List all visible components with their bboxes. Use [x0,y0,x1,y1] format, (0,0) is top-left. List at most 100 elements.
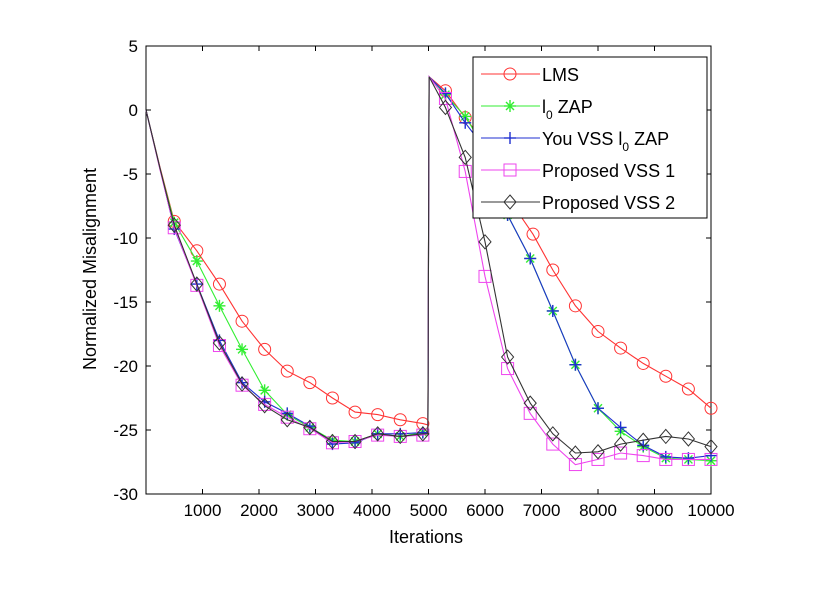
data-point [257,397,272,414]
x-tick-label: 8000 [579,501,617,520]
data-point [213,299,226,312]
data-point [526,227,540,241]
data-point [303,419,317,436]
data-point [190,255,203,268]
x-tick-label: 4000 [353,501,391,520]
data-point [478,234,492,250]
data-point [569,358,582,371]
data-point [212,339,226,353]
data-point [681,382,695,396]
legend-label: LMS [542,65,579,85]
y-tick-label: -10 [113,229,138,248]
data-point [416,426,430,442]
legend-entry: l0 ZAP [481,97,593,122]
data-point [325,391,339,405]
data-point [592,402,604,415]
data-point [348,405,362,419]
legend-label: l0 ZAP [542,97,593,122]
data-point [568,299,582,313]
data-point [212,335,227,351]
data-point [524,252,537,265]
data-point [370,426,385,442]
y-tick-label: -25 [113,421,138,440]
legend-label: Proposed VSS 2 [542,193,675,213]
data-point [459,116,472,129]
data-point [303,376,317,390]
y-tick-label: -20 [113,357,138,376]
data-point [280,410,294,424]
data-point [704,438,718,455]
x-tick-label: 2000 [240,501,278,520]
data-point [500,349,515,365]
data-point [349,436,362,449]
y-tick-label: 0 [129,101,138,120]
legend-label: You VSS l0 ZAP [542,129,669,154]
data-point [393,428,407,445]
data-point [503,67,517,81]
data-point [546,426,560,442]
data-point [681,431,696,447]
data-point [458,149,472,166]
data-point [212,277,226,291]
data-point [478,269,492,283]
legend-label: Proposed VSS 1 [542,161,675,181]
data-point [503,163,517,177]
y-axis-label: Normalized Misalignment [80,168,100,370]
data-point [591,452,605,466]
data-point [438,91,452,105]
data-point [190,276,204,292]
x-axis-label: Iterations [389,527,463,547]
data-point [393,413,407,427]
series-line [145,76,712,454]
y-tick-label: 5 [129,37,138,56]
legend-entry: You VSS l0 ZAP [481,129,669,154]
y-tick-label: -15 [113,293,138,312]
data-point [704,401,718,415]
data-point [235,376,249,392]
data-point [546,263,560,277]
data-point [236,376,249,389]
data-point [167,221,181,235]
x-tick-label: 7000 [523,501,561,520]
data-point [682,452,695,465]
data-point [280,364,294,378]
legend-entry: Proposed VSS 1 [481,161,675,181]
data-point [504,100,516,112]
data-point [546,304,559,317]
data-point [659,452,673,466]
data-point [504,132,516,144]
series-4 [145,76,718,461]
data-point [681,452,695,466]
data-point [167,217,181,233]
data-point [258,342,272,356]
y-tick-label: -5 [123,165,138,184]
x-tick-label: 1000 [184,501,222,520]
data-point [659,369,673,383]
legend-entry: LMS [481,65,579,85]
data-point [523,395,537,411]
data-point [416,426,429,439]
data-point [636,356,650,370]
data-point [614,341,628,355]
data-point [546,437,560,451]
data-point [258,384,271,397]
x-tick-label: 3000 [297,501,335,520]
data-point [614,421,627,434]
data-point [325,433,340,450]
data-point [348,433,362,450]
data-point [659,428,673,445]
data-point [458,164,472,178]
y-tick-label: -30 [113,485,138,504]
x-tick-label: 10000 [687,501,734,520]
data-point [591,443,605,460]
x-tick-label: 9000 [636,501,674,520]
data-point [371,408,385,422]
data-point [613,436,628,452]
data-point [568,445,583,461]
data-point [659,450,672,463]
data-point [523,406,537,420]
data-point [503,194,517,210]
data-point [568,458,582,472]
